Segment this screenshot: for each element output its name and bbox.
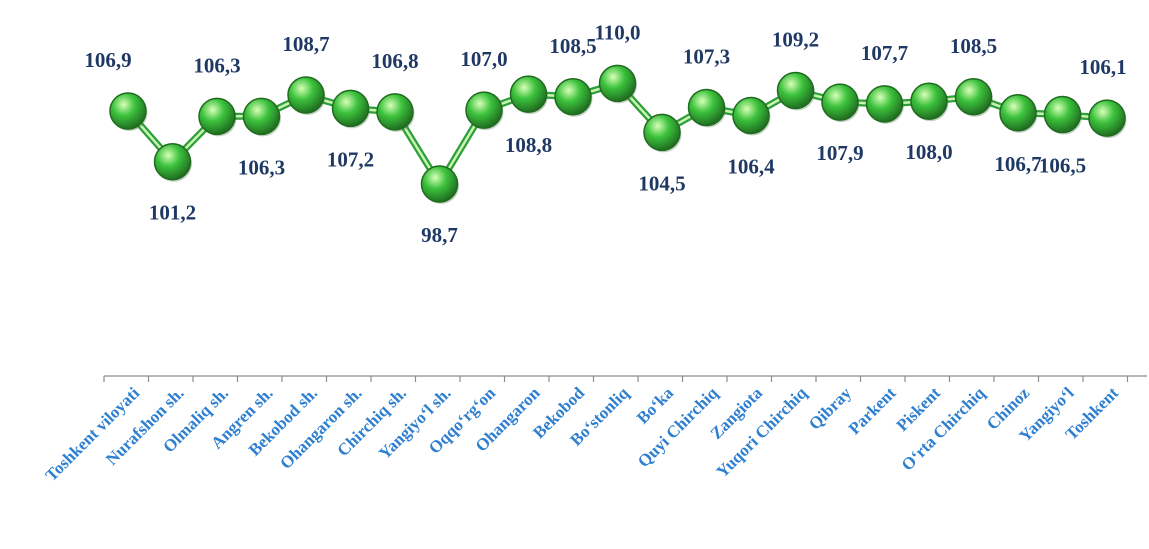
data-point-marker [554, 78, 592, 116]
data-point-marker [910, 82, 948, 120]
data-point-marker [420, 165, 459, 203]
data-label: 108,5 [950, 34, 997, 58]
data-point-marker [465, 91, 503, 129]
data-point-marker [376, 93, 414, 131]
data-label: 110,0 [594, 20, 640, 44]
data-label: 106,3 [193, 53, 240, 77]
data-label: 108,0 [905, 140, 952, 164]
data-label: 108,7 [282, 32, 329, 56]
data-point-marker [331, 89, 370, 128]
data-label: 108,8 [505, 133, 552, 157]
data-point-marker [1043, 95, 1082, 134]
data-point-marker [865, 85, 904, 123]
data-point-marker [1088, 99, 1126, 137]
value-label-group: 106,9 101,2 106,3 106,3 108,7 107,2 106,8 98,7 1… [84, 20, 1126, 247]
data-point-marker [776, 71, 815, 110]
data-label: 108,5 [549, 34, 596, 58]
data-label: 101,2 [149, 201, 196, 225]
data-label: 106,8 [371, 49, 418, 73]
data-point-marker [687, 88, 726, 127]
data-label: 107,9 [816, 141, 863, 165]
x-axis [103, 375, 1147, 382]
data-point-marker [954, 78, 993, 116]
data-point-marker [821, 83, 859, 121]
data-label: 98,7 [421, 223, 458, 247]
data-point-marker [109, 92, 147, 130]
marker-group [109, 64, 1127, 204]
data-label: 107,0 [460, 47, 507, 71]
data-label: 106,5 [1039, 154, 1086, 178]
data-label: 109,2 [772, 28, 819, 52]
x-tick-label: Parkent [845, 383, 900, 438]
data-label: 106,1 [1079, 55, 1126, 79]
data-point-marker [287, 76, 325, 114]
data-point-marker [198, 97, 236, 136]
data-label: 107,3 [683, 44, 730, 68]
data-label: 106,3 [238, 155, 285, 179]
data-label: 106,4 [727, 155, 775, 179]
data-point-marker [643, 113, 681, 152]
data-point-marker [598, 64, 637, 103]
data-point-marker [732, 96, 770, 135]
data-point-marker [153, 142, 192, 181]
data-label: 107,2 [327, 147, 374, 171]
data-label: 107,7 [861, 41, 908, 65]
data-point-marker [242, 97, 281, 136]
data-label: 106,7 [994, 152, 1041, 176]
data-label: 106,9 [84, 48, 131, 72]
data-point-marker [509, 75, 548, 113]
data-label: 104,5 [638, 171, 685, 195]
data-point-marker [999, 94, 1037, 132]
